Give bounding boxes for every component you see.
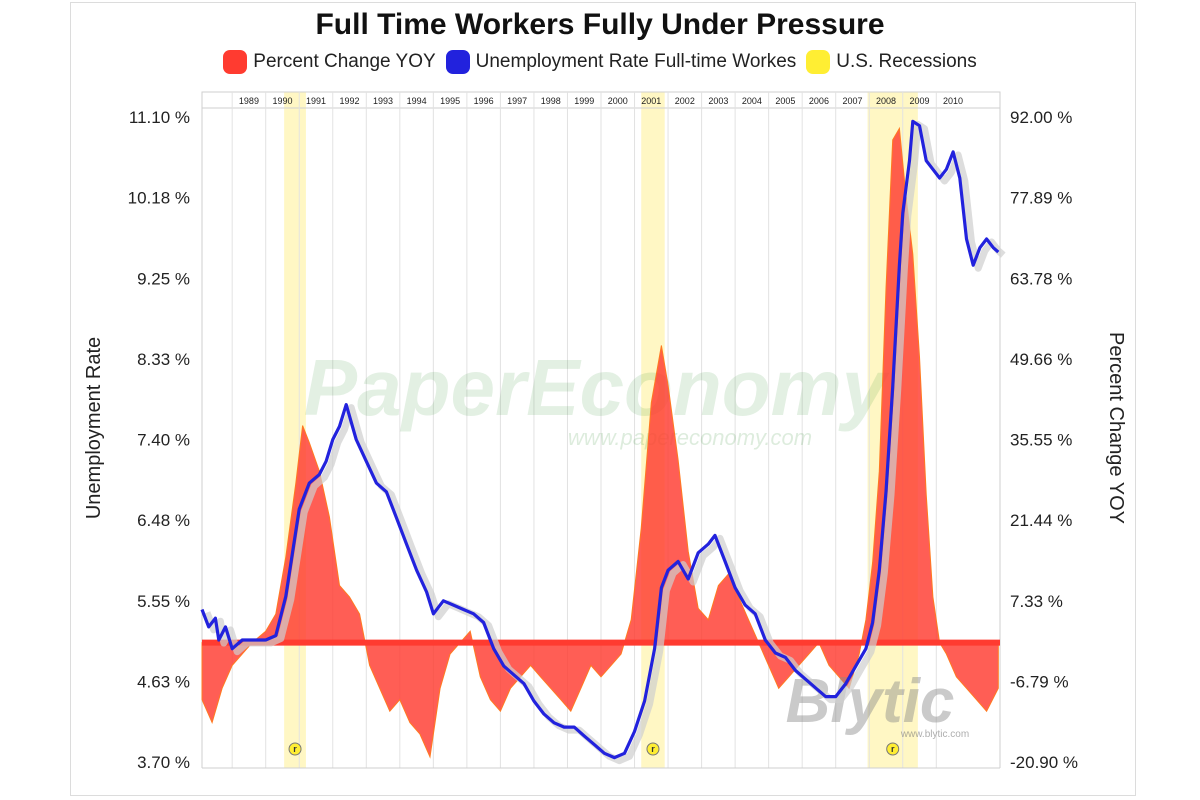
right-tick-label: -6.79 % — [1010, 672, 1069, 691]
left-tick-label: 11.10 % — [129, 108, 190, 127]
year-label: 1991 — [306, 96, 326, 106]
right-tick-label: 92.00 % — [1010, 108, 1072, 127]
left-tick-label: 6.48 % — [137, 511, 190, 530]
year-label: 2002 — [675, 96, 695, 106]
recession-marker — [646, 742, 660, 756]
year-label: 2000 — [608, 96, 628, 106]
percent-change-series — [201, 126, 999, 759]
right-tick-label: 21.44 % — [1010, 511, 1072, 530]
year-label: 2009 — [910, 96, 930, 106]
recession-marker — [886, 742, 900, 756]
year-label: 1993 — [373, 96, 393, 106]
year-label: 1995 — [440, 96, 460, 106]
right-tick-label: 63.78 % — [1010, 269, 1072, 288]
recession-marker-label: r — [651, 744, 655, 754]
right-axis-title: Percent Change YOY — [1105, 332, 1127, 524]
year-label: 2007 — [842, 96, 862, 106]
logo-url: www.blytic.com — [900, 729, 969, 740]
chart-legend: Percent Change YOY Unemployment Rate Ful… — [0, 50, 1200, 74]
percent-change-area — [201, 126, 999, 759]
left-tick-label: 7.40 % — [137, 431, 190, 450]
year-label: 2008 — [876, 96, 896, 106]
year-label: 2003 — [708, 96, 728, 106]
left-tick-label: 8.33 % — [137, 350, 190, 369]
recession-marker — [288, 742, 302, 756]
right-tick-label: 49.66 % — [1010, 350, 1072, 369]
right-tick-label: 7.33 % — [1010, 592, 1063, 611]
year-label: 1992 — [340, 96, 360, 106]
legend-item-percent-change[interactable]: Percent Change YOY — [223, 50, 436, 74]
legend-swatch-blue — [445, 50, 470, 74]
left-tick-label: 10.18 % — [128, 189, 190, 208]
logo-text: Blytic — [786, 667, 955, 736]
left-axis-title: Unemployment Rate — [83, 337, 105, 519]
right-tick-label: 77.89 % — [1010, 189, 1072, 208]
left-tick-label: 5.55 % — [137, 592, 190, 611]
left-axis-ticks: 11.10 % 10.18 % 9.25 % 8.33 % 7.40 % 6.48 % 5.… — [128, 108, 190, 772]
legend-item-recessions[interactable]: U.S. Recessions — [806, 50, 977, 74]
unemployment-line-group — [200, 119, 1006, 765]
legend-swatch-red — [223, 50, 248, 74]
recession-marker-label: r — [293, 744, 297, 754]
left-tick-label: 9.25 % — [137, 269, 190, 288]
blytic-logo: Blytic www.blytic.com — [786, 667, 970, 740]
year-label: 1999 — [574, 96, 594, 106]
legend-label: Percent Change YOY — [253, 51, 436, 72]
legend-label: U.S. Recessions — [836, 51, 977, 72]
right-tick-label: 35.55 % — [1010, 431, 1072, 450]
year-label: 2006 — [809, 96, 829, 106]
year-label: 2001 — [641, 96, 661, 106]
year-labels: 1989 1990 1991 1992 1993 1994 1995 1996 1997 1998… — [239, 96, 963, 106]
chart-title: Full Time Workers Fully Under Pressure — [315, 8, 885, 41]
year-label: 1994 — [407, 96, 427, 106]
year-label: 1990 — [272, 96, 292, 106]
watermark-sub: www.papereconomy.com — [568, 425, 812, 450]
legend-item-unemployment-rate[interactable]: Unemployment Rate Full-time Workes — [445, 50, 797, 74]
year-label: 1997 — [507, 96, 527, 106]
left-tick-label: 4.63 % — [137, 672, 190, 691]
unemployment-line-shadow — [203, 120, 1006, 765]
right-tick-label: -20.90 % — [1010, 753, 1078, 772]
legend-swatch-yellow — [806, 50, 831, 74]
year-label: 2004 — [742, 96, 762, 106]
left-tick-label: 3.70 % — [137, 753, 190, 772]
watermark-main: PaperEconomy — [304, 343, 890, 432]
watermark-group: PaperEconomy www.papereconomy.com — [304, 343, 890, 450]
year-label: 1989 — [239, 96, 259, 106]
year-label: 1998 — [541, 96, 561, 106]
year-label: 2005 — [775, 96, 795, 106]
unemployment-rate-series — [200, 119, 1000, 760]
legend-label: Unemployment Rate Full-time Workes — [475, 51, 797, 72]
recession-marker-label: r — [891, 744, 895, 754]
year-label: 2010 — [943, 96, 963, 106]
year-label: 1996 — [474, 96, 494, 106]
right-axis-ticks: 92.00 % 77.89 % 63.78 % 49.66 % 35.55 % 21.44… — [1010, 108, 1078, 772]
